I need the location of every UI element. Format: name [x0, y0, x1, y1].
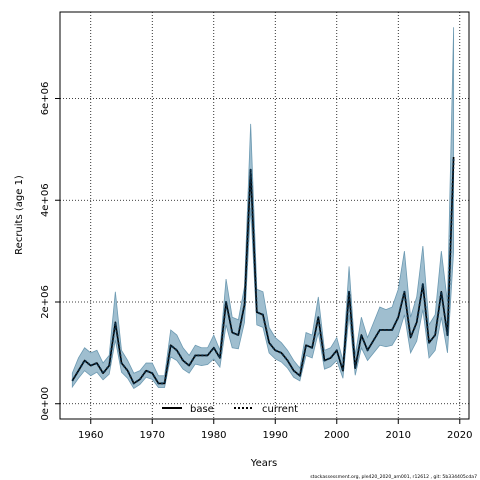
x-tick-label: 2000: [324, 430, 349, 441]
y-tick-label: 2e+06: [40, 285, 51, 319]
x-tick-label: 1960: [78, 430, 103, 441]
y-axis: 0e+00 2e+06 4e+06 6e+06: [40, 82, 60, 421]
legend-current-label: current: [262, 404, 298, 415]
x-tick-label: 2010: [386, 430, 411, 441]
footer-text: stockassessment.org, ple420_2020_am001, …: [310, 474, 477, 480]
confidence-band: [71, 27, 455, 390]
x-axis: 1960 1970 1980 1990 2000 2010 2020: [78, 419, 473, 441]
x-tick-label: 1980: [201, 430, 226, 441]
legend: base current: [162, 404, 298, 415]
y-tick-label: 6e+06: [40, 82, 51, 116]
series-line-current: [71, 156, 455, 385]
x-tick-label: 1990: [263, 430, 288, 441]
x-tick-label: 2020: [447, 430, 472, 441]
y-tick-label: 4e+06: [40, 183, 51, 217]
x-axis-label: Years: [250, 458, 277, 469]
x-tick-label: 1970: [140, 430, 165, 441]
series-lines: [71, 156, 455, 385]
legend-base-label: base: [190, 404, 214, 415]
band-area: [71, 27, 455, 390]
y-tick-label: 0e+00: [40, 387, 51, 421]
series-line-base: [71, 156, 455, 385]
y-axis-label: Recruits (age 1): [14, 175, 25, 255]
plot-frame: [59, 11, 470, 420]
